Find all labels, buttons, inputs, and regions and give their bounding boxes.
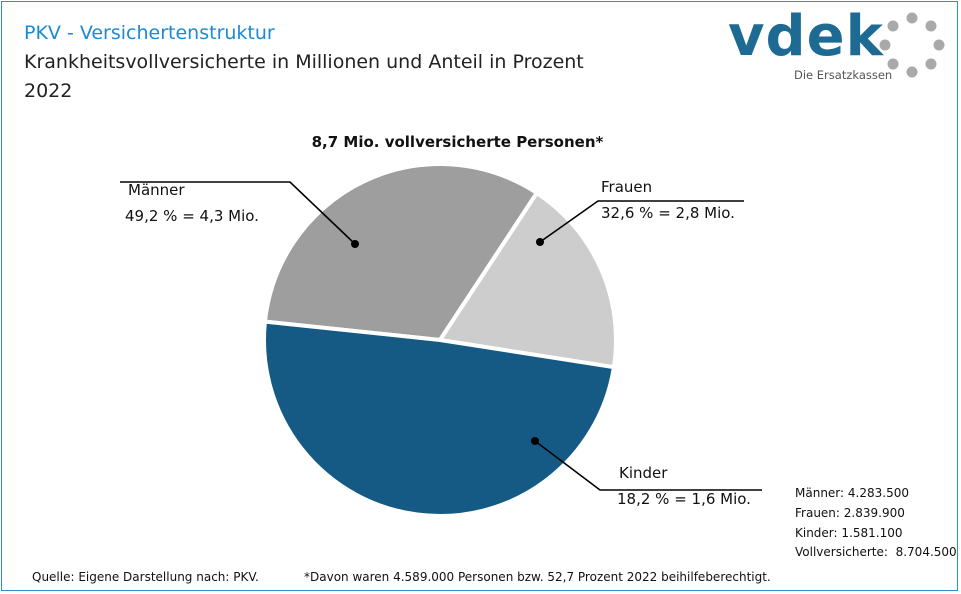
absolute-vollversicherte: Vollversicherte: 8.704.500 — [795, 545, 957, 559]
page-subtitle: Krankheitsvollversicherte in Millionen u… — [24, 51, 584, 73]
slice-label-kinder: Kinder — [619, 464, 668, 482]
slice-label-maenner: Männer — [128, 181, 185, 199]
logo-wordmark: vdek — [728, 4, 884, 69]
leader-line-maenner — [120, 181, 356, 245]
pie-slice-maenner — [262, 319, 616, 518]
footer-source: Quelle: Eigene Darstellung nach: PKV. — [32, 570, 259, 584]
slice-value-frauen: 32,6 % = 2,8 Mio. — [601, 204, 735, 222]
pie-slice-kinder — [438, 190, 618, 370]
absolute-frauen: Frauen: 2.839.900 — [795, 506, 905, 520]
slice-value-maenner: 49,2 % = 4,3 Mio. — [125, 207, 259, 225]
footer-note: *Davon waren 4.589.000 Personen bzw. 52,… — [304, 570, 771, 584]
absolute-maenner: Männer: 4.283.500 — [795, 486, 909, 500]
leader-dot-kinder — [531, 437, 539, 445]
leader-line-kinder — [534, 440, 762, 491]
slice-value-kinder: 18,2 % = 1,6 Mio. — [617, 490, 751, 508]
logo-ring-icon — [879, 12, 945, 78]
page-year: 2022 — [24, 80, 73, 102]
leader-line-frauen — [539, 200, 744, 243]
logo-tagline: Die Ersatzkassen — [794, 68, 893, 82]
chart-title: 8,7 Mio. vollversicherte Personen* — [311, 133, 604, 151]
leader-dot-maenner — [351, 240, 359, 248]
page-title: PKV - Versichertenstruktur — [24, 22, 275, 44]
slice-label-frauen: Frauen — [601, 178, 653, 196]
absolute-kinder: Kinder: 1.581.100 — [795, 526, 903, 540]
leader-dot-frauen — [536, 238, 544, 246]
vdek-logo: vdek Die Ersatzkassen — [728, 4, 948, 82]
